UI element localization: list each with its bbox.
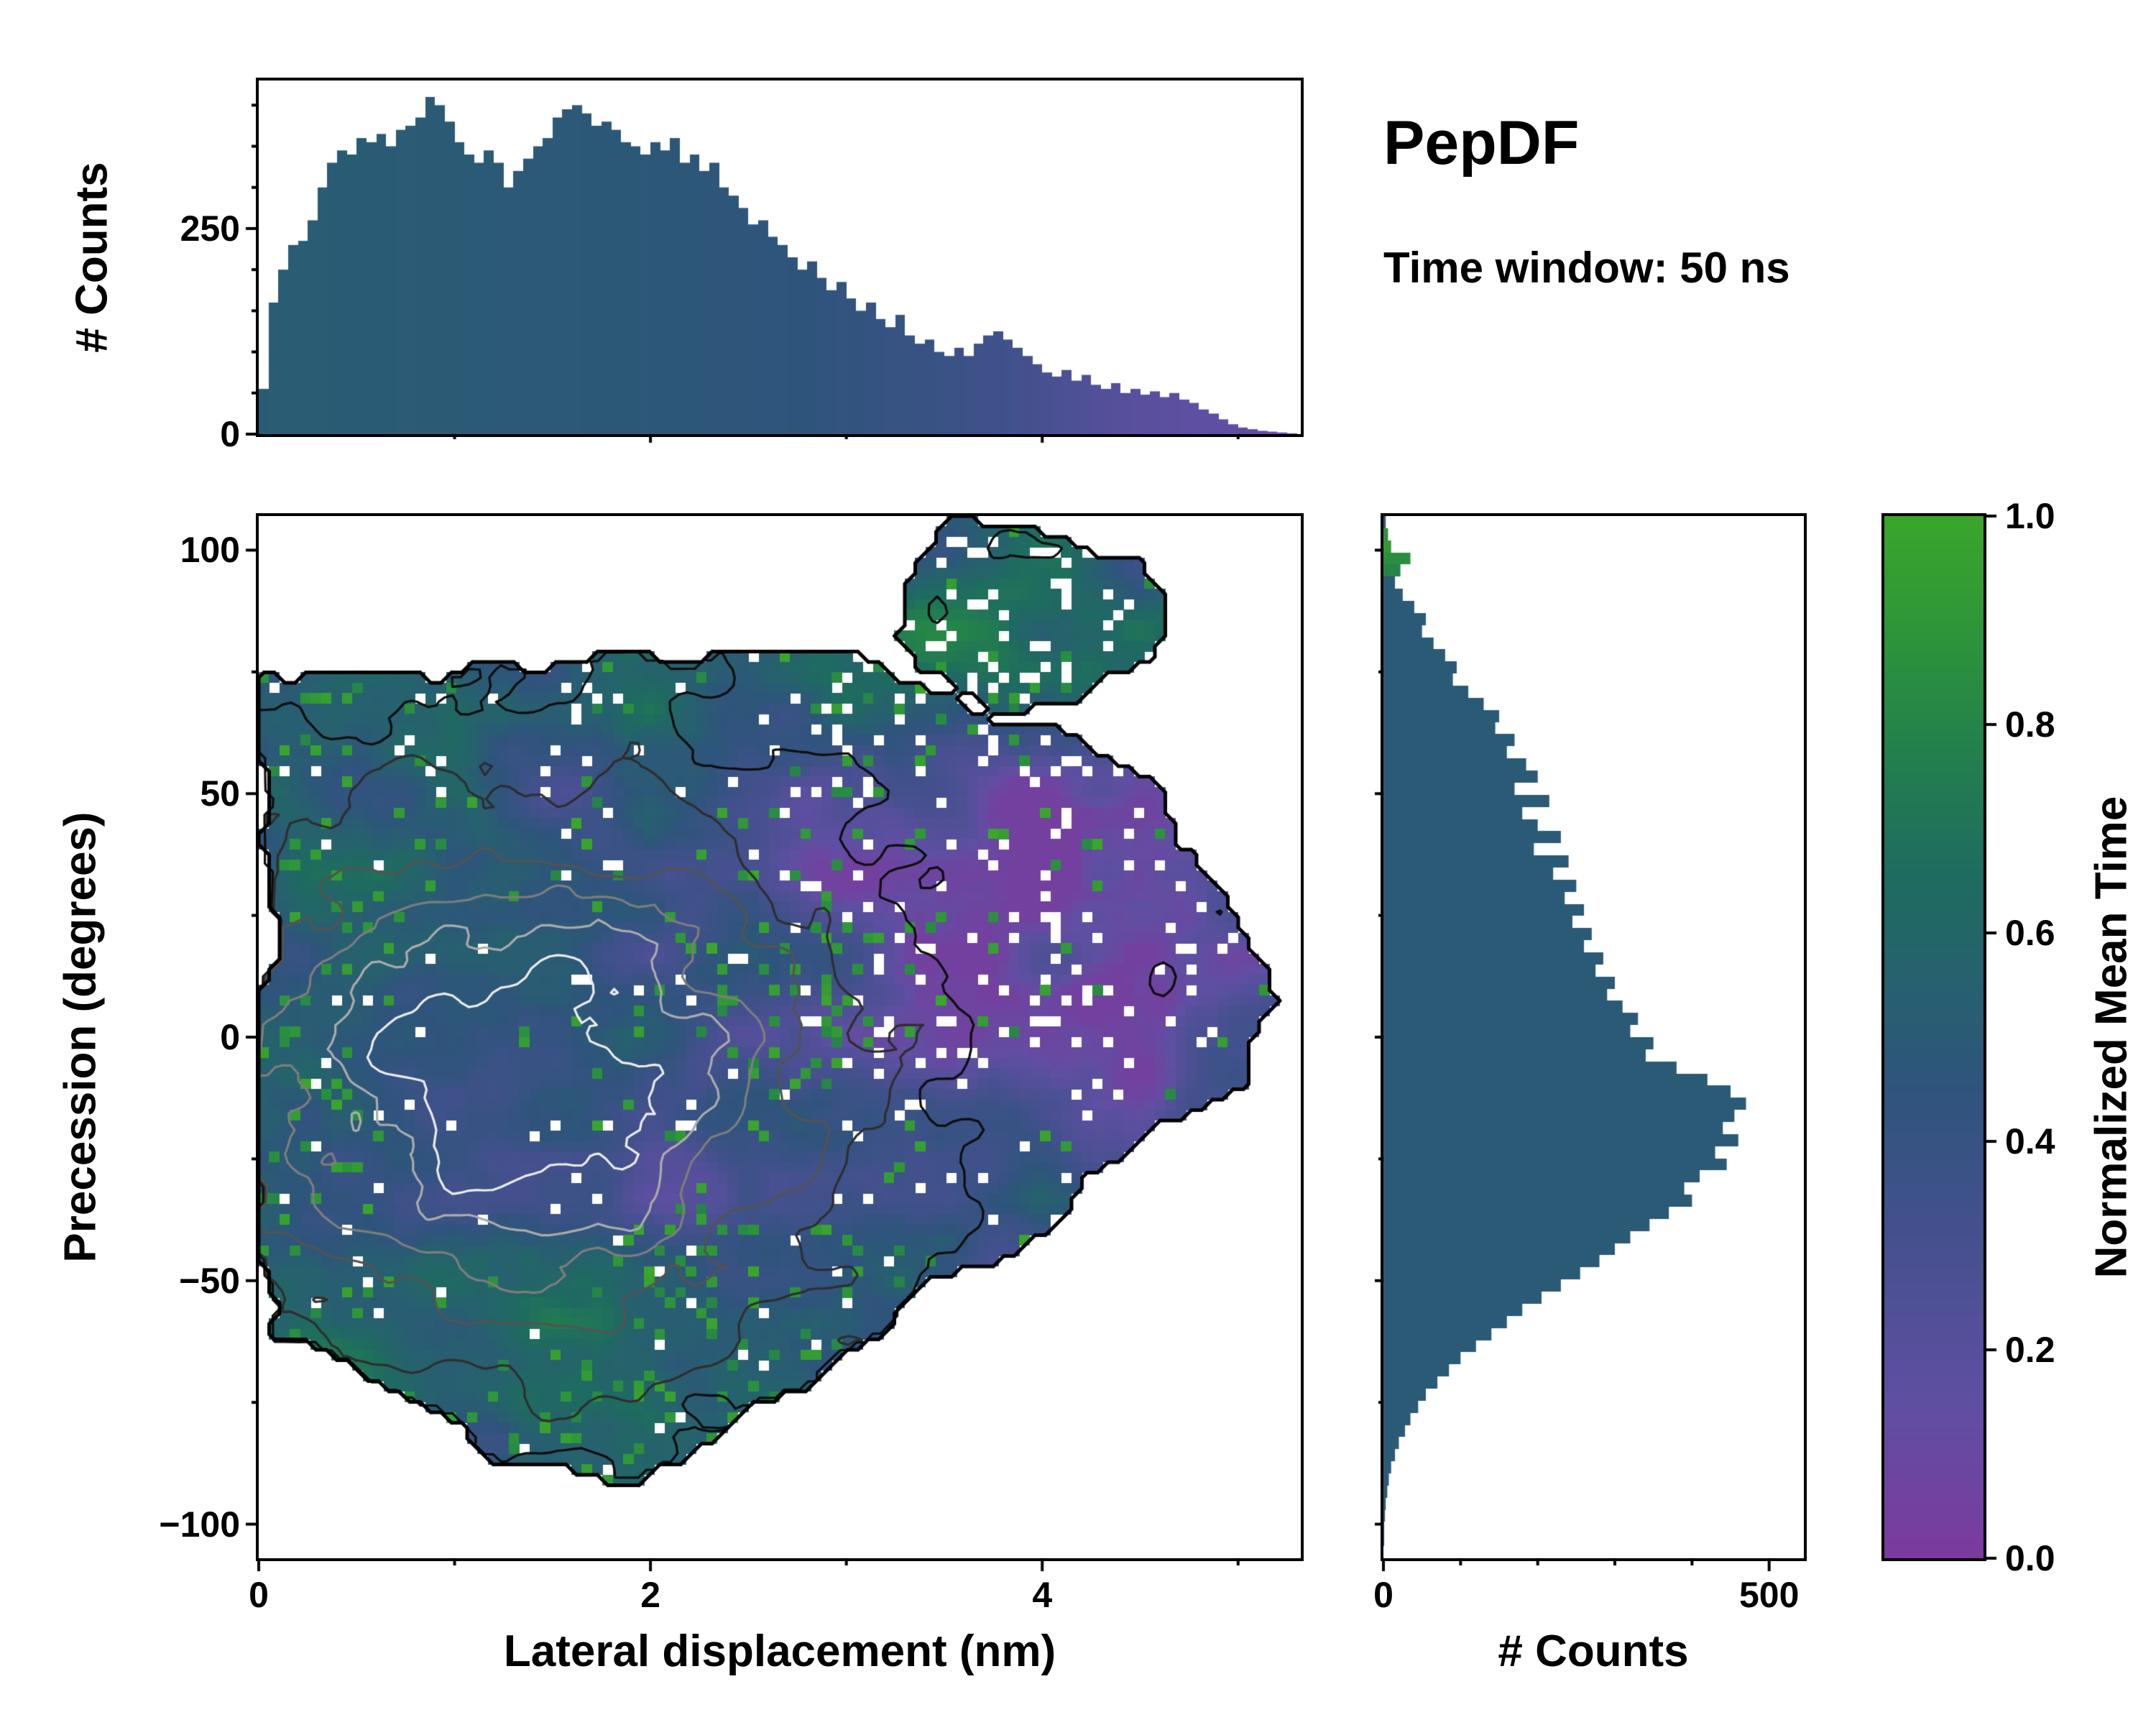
main-xlabel: Lateral displacement (nm) xyxy=(503,1627,1056,1676)
tick-label: 0.2 xyxy=(2005,1330,2055,1370)
tick-label: 2 xyxy=(640,1575,661,1615)
joint-heatmap-panel xyxy=(256,513,1304,1561)
tick-label: 0 xyxy=(249,1575,269,1615)
tick-label: 50 xyxy=(200,773,240,814)
tick-label: 0.0 xyxy=(2005,1538,2055,1578)
tick-label: 0 xyxy=(220,414,240,454)
joint-heatmap-canvas xyxy=(259,516,1301,1558)
tick-label: 0.8 xyxy=(2005,704,2055,745)
tick-label: 4 xyxy=(1032,1575,1053,1615)
top-hist-ylabel: # Counts xyxy=(67,162,117,353)
figure-title: PepDF xyxy=(1383,109,1580,178)
tick-label: 0.4 xyxy=(2005,1121,2055,1162)
tick-label: 0.6 xyxy=(2005,913,2055,953)
tick-label: 0 xyxy=(220,1017,240,1057)
tick-label: 500 xyxy=(1738,1575,1800,1615)
colorbar-panel xyxy=(1881,513,1986,1561)
right-histogram-panel xyxy=(1381,513,1807,1561)
top-histogram-panel xyxy=(256,78,1304,437)
tick-label: −50 xyxy=(179,1260,240,1301)
right-histogram-canvas xyxy=(1383,516,1804,1558)
right-hist-xlabel: # Counts xyxy=(1498,1627,1689,1676)
top-histogram-canvas xyxy=(259,80,1301,434)
tick-label: 100 xyxy=(180,530,240,571)
main-ylabel: Precession (degrees) xyxy=(55,811,106,1263)
tick-label: 250 xyxy=(180,208,240,249)
tick-label: −100 xyxy=(159,1504,240,1545)
colorbar-canvas xyxy=(1884,516,1984,1558)
figure-subtitle: Time window: 50 ns xyxy=(1383,244,1790,292)
tick-label: 0 xyxy=(1373,1575,1393,1615)
colorbar-label: Normalized Mean Time xyxy=(2086,796,2137,1279)
tick-label: 1.0 xyxy=(2005,496,2055,536)
